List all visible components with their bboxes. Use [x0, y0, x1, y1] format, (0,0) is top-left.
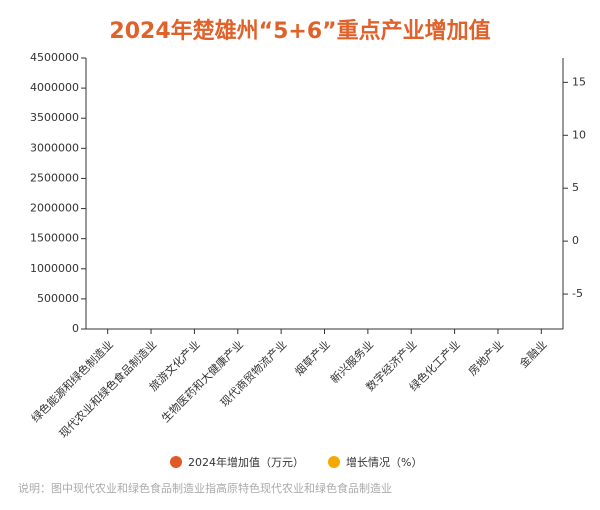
chart-title: 2024年楚雄州“5+6”重点产业增加值 — [109, 18, 490, 44]
legend-marker — [170, 456, 182, 468]
footnote: 说明：图中现代农业和绿色食品制造业指高原特色现代农业和绿色食品制造业 — [18, 481, 392, 495]
y-tick-label: 1500000 — [30, 232, 79, 245]
y-tick-label: 4000000 — [30, 81, 79, 94]
x-tick-label: 烟草产业 — [292, 337, 333, 378]
x-tick-label: 生物医药和大健康产业 — [158, 337, 246, 425]
y-tick-label: 4500000 — [30, 51, 79, 64]
y-tick-label: 500000 — [37, 292, 79, 305]
y2-tick-label: -5 — [572, 287, 583, 300]
x-tick-label: 金融业 — [516, 337, 549, 370]
y2-tick-label: 0 — [572, 234, 579, 247]
y2-tick-label: 15 — [572, 75, 586, 88]
legend-label: 增长情况（%） — [346, 455, 422, 469]
y-tick-label: 3500000 — [30, 111, 79, 124]
y-tick-label: 0 — [72, 322, 79, 335]
y-tick-label: 2500000 — [30, 171, 79, 184]
y2-tick-label: 5 — [572, 181, 579, 194]
y-tick-label: 1000000 — [30, 262, 79, 275]
legend-label: 2024年增加值（万元） — [188, 455, 304, 469]
y-tick-label: 3000000 — [30, 141, 79, 154]
y-tick-label: 2000000 — [30, 202, 79, 215]
x-tick-label: 绿色能源和绿色制造业 — [28, 337, 116, 425]
y2-tick-label: 10 — [572, 128, 586, 141]
legend-marker — [328, 456, 340, 468]
x-tick-label: 房地产业 — [465, 337, 506, 378]
